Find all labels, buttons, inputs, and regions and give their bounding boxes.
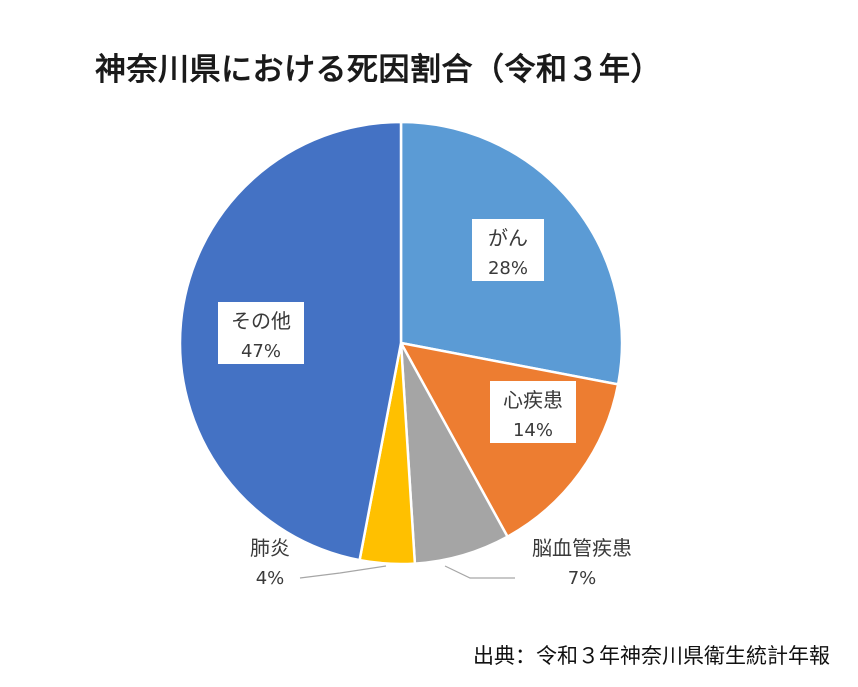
slice-percent-label-1: 14%: [513, 420, 553, 441]
slice-name-label-4: その他: [231, 309, 291, 333]
slice-percent-label-0: 28%: [488, 258, 528, 279]
data-label-box-1: [490, 381, 576, 443]
chart-title: 神奈川県における死因割合（令和３年）: [95, 52, 662, 88]
source-note: 出典：令和３年神奈川県衛生統計年報: [473, 644, 830, 668]
slice-name-label-1: 心疾患: [503, 388, 563, 412]
slice-name-label-0: がん: [488, 226, 528, 250]
leader-line-3: [299, 565, 387, 579]
slice-name-label-3: 肺炎: [250, 536, 290, 560]
slice-name-label-2: 脳血管疾患: [532, 536, 632, 560]
leader-lines: [299, 565, 515, 579]
leader-line-2: [444, 565, 515, 579]
slice-percent-label-2: 7%: [568, 568, 597, 589]
data-labels: がん 28% 心疾患 14% 脳血管疾患 7% 肺炎 4% その他 47%: [218, 219, 632, 589]
slice-percent-label-4: 47%: [241, 341, 281, 362]
data-label-box-0: [472, 219, 544, 281]
data-label-box-4: [218, 302, 304, 364]
slice-percent-label-3: 4%: [256, 568, 285, 589]
